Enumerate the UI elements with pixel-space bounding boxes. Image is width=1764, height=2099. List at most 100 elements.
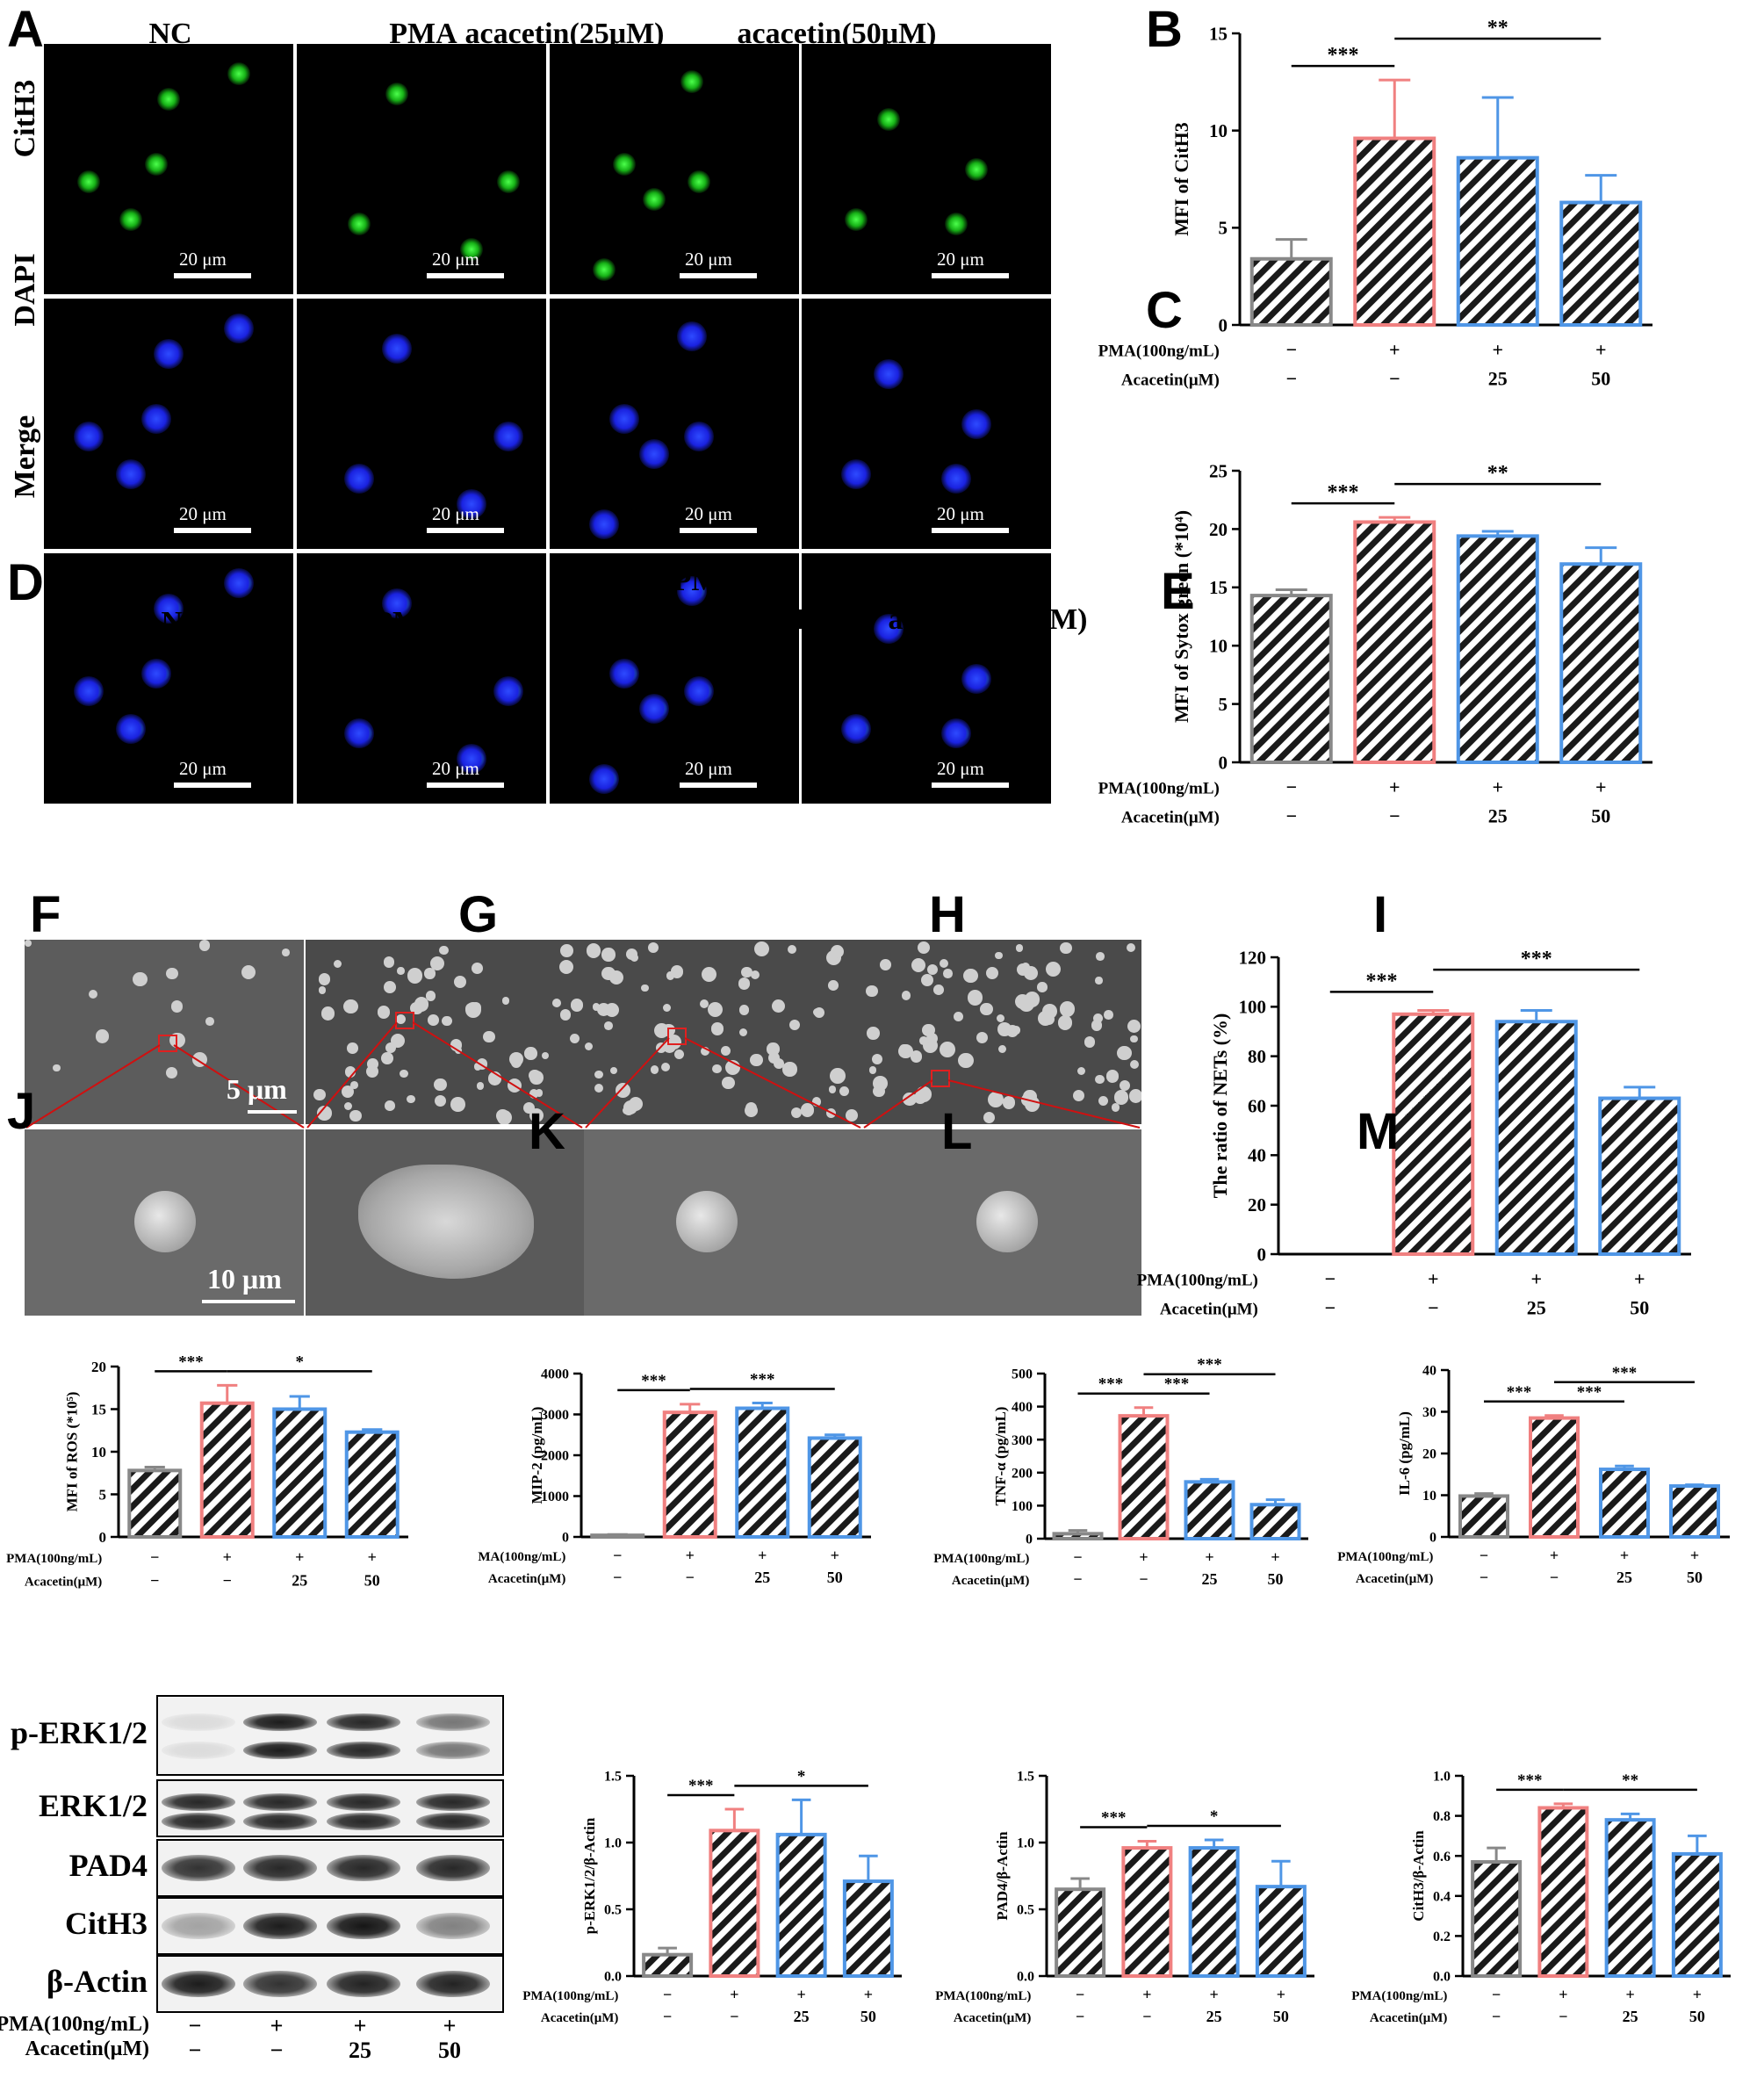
condition-sign: − (1480, 1547, 1488, 1564)
nucleus (223, 568, 254, 599)
scale-bar (932, 528, 1009, 533)
sem-cell (670, 965, 684, 978)
wb-blot-1 (156, 1779, 504, 1837)
nucleus (841, 458, 872, 489)
nucleus (941, 718, 972, 749)
fluorescent-spot (157, 87, 180, 111)
condition-sign: + (1209, 1986, 1218, 2003)
condition-sign: − (1428, 1296, 1439, 1318)
y-tick-label: 0.0 (1017, 1970, 1034, 1985)
condition-sign: − (1559, 2008, 1567, 2025)
fluorescent-spot (680, 69, 703, 93)
nucleus (639, 693, 670, 724)
y-tick-label: 30 (1422, 1405, 1436, 1420)
condition-sign: 50 (1689, 2008, 1705, 2025)
sem-scale-bottom-label: 10 μm (207, 1263, 282, 1295)
significance-label: *** (178, 1352, 204, 1371)
bar (1456, 155, 1539, 327)
sem-cell (940, 1042, 956, 1057)
sem-cell (425, 991, 436, 1001)
sem-cell (441, 1015, 452, 1027)
sem-cell (788, 1019, 800, 1031)
scale-bar (427, 783, 504, 788)
micrograph-cith3-2: 20 μm (550, 44, 799, 294)
sem-cell (241, 964, 256, 980)
y-tick-label: 15 (1209, 577, 1228, 598)
fluorescent-spot (227, 62, 250, 86)
fluorescent-spot (119, 207, 143, 231)
y-tick-label: 15 (91, 1401, 106, 1417)
sem-cell (868, 1066, 877, 1074)
micrograph-dapi-0: 20 μm (44, 299, 293, 549)
sem-cell (958, 1052, 974, 1069)
panel-label-h: H (929, 886, 966, 943)
significance-label: *** (1328, 481, 1359, 504)
sem-cell (198, 940, 211, 952)
sem-cell (1015, 944, 1024, 952)
condition-sign: 25 (1206, 2008, 1222, 2025)
sem-cell (604, 1021, 614, 1030)
micrograph-dapi-2: 20 μm (550, 299, 799, 549)
wb-cond-sign: − (188, 2013, 202, 2038)
sem-cell (170, 1000, 184, 1013)
sem-cell (997, 1044, 1006, 1053)
bar (1249, 1503, 1301, 1540)
fluorescent-spot (77, 170, 101, 193)
sem-cell (738, 1028, 747, 1037)
condition-label: Acacetin(μM) (1160, 1300, 1258, 1318)
bar (590, 1533, 645, 1540)
condition-label: Acacetin(μM) (488, 1572, 565, 1586)
scale-bar (174, 528, 251, 533)
y-axis-label: CitH3/β-Actin (1410, 1830, 1427, 1922)
bar (1052, 1532, 1104, 1540)
sem-cell (666, 971, 674, 980)
bar (1458, 1494, 1509, 1539)
nucleus (589, 509, 620, 539)
panel-label-b: B (1146, 1, 1183, 58)
sem-cell (604, 1002, 620, 1017)
condition-sign: + (1559, 1986, 1567, 2003)
bar (1471, 1860, 1523, 1979)
micrograph-merge-2: 20 μm (550, 553, 799, 804)
scale-bar (932, 783, 1009, 788)
significance-label: * (296, 1352, 305, 1371)
significance-label: *** (1517, 1771, 1543, 1790)
significance-label: *** (688, 1777, 714, 1795)
condition-sign: 25 (1527, 1296, 1546, 1318)
significance-label: *** (750, 1370, 775, 1389)
y-tick-label: 0.5 (1017, 1903, 1034, 1918)
condition-sign: 50 (1591, 804, 1610, 826)
condition-sign: + (1550, 1547, 1559, 1564)
bar (1559, 200, 1643, 327)
sem-cell (788, 944, 797, 954)
wb-band (243, 1713, 317, 1732)
significance-label: *** (1101, 1808, 1127, 1827)
y-tick-label: 0 (562, 1531, 569, 1546)
y-axis-label: PAD4/β-Actin (994, 1831, 1011, 1921)
significance-label: * (1210, 1807, 1219, 1826)
condition-sign: 25 (754, 1569, 770, 1586)
condition-sign: 50 (1591, 367, 1610, 389)
sem-cell (1095, 977, 1103, 985)
bar (1537, 1806, 1589, 1978)
sem-cell (662, 1003, 672, 1013)
condition-label: Acacetin(μM) (1370, 2011, 1447, 2025)
y-tick-label: 500 (1012, 1367, 1033, 1382)
condition-sign: + (1271, 1548, 1279, 1566)
condition-sign: + (295, 1548, 304, 1566)
nucleus (961, 408, 991, 439)
bar (842, 1879, 894, 1979)
sem-cell (592, 1002, 601, 1011)
y-tick-label: 0.4 (1433, 1889, 1451, 1904)
significance-label: *** (1197, 1356, 1222, 1374)
nucleus (381, 334, 412, 364)
scale-bar (680, 528, 757, 533)
sem-cell (1076, 1066, 1085, 1076)
condition-sign: 50 (827, 1569, 843, 1586)
y-axis-label: p-ERK1/2/β-Actin (581, 1817, 598, 1934)
bar (1353, 136, 1436, 327)
sem-scale-top-bar (248, 1110, 297, 1114)
